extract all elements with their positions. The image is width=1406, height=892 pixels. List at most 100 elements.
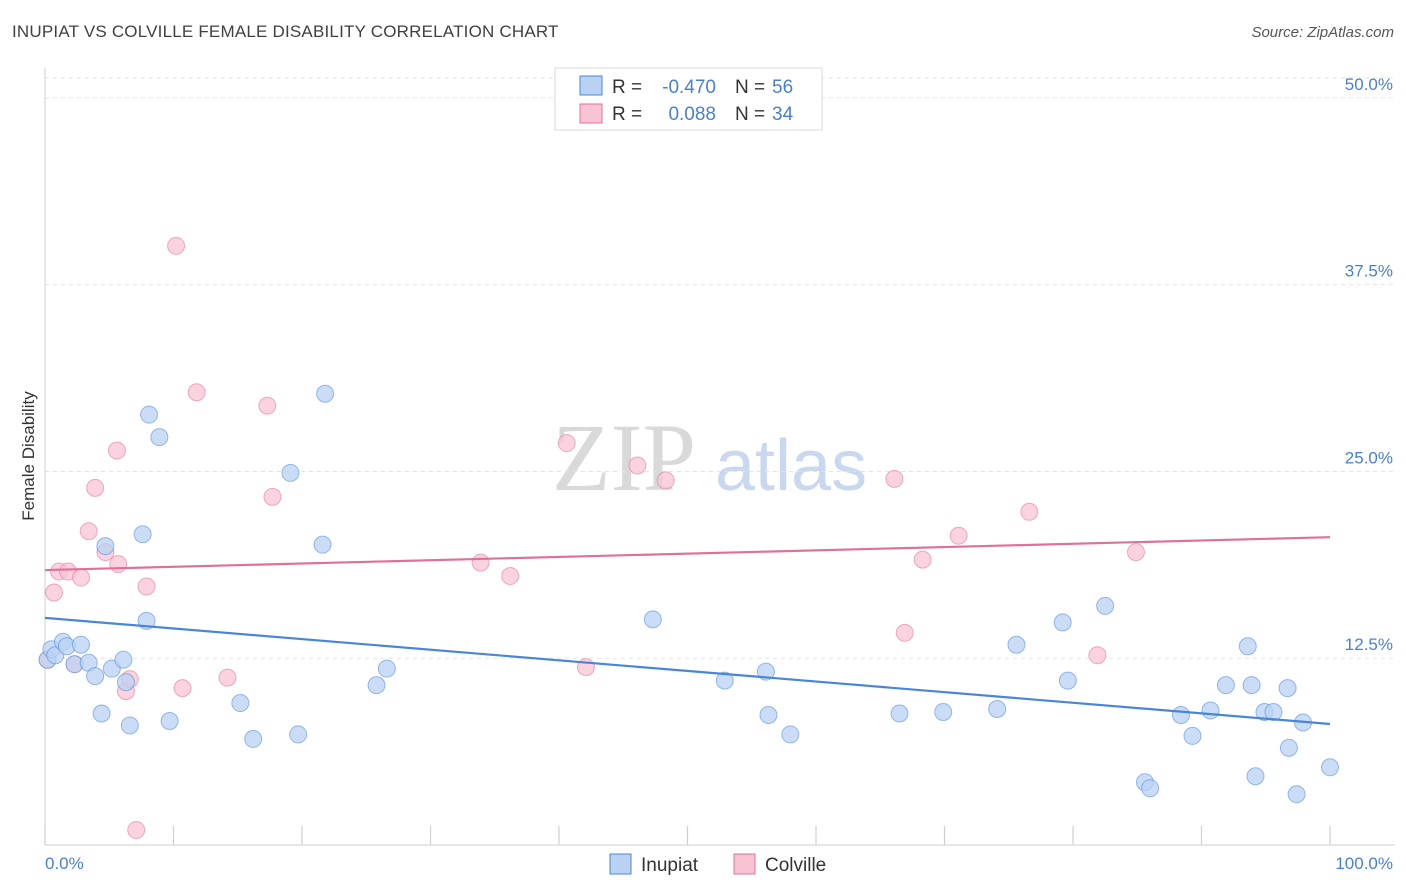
inupiat-point [313,535,332,554]
colville-point [656,471,675,490]
grid-lines [45,77,1395,659]
inupiat-point [1053,613,1072,632]
y-tick-label: 50.0% [1345,75,1393,94]
inupiat-point [1201,701,1220,720]
watermark-atlas: atlas [715,426,867,506]
colville-point [167,236,186,255]
inupiat-point [890,704,909,723]
inupiat-point [150,428,169,447]
y-axis-label: Female Disability [19,391,38,521]
colville-point [895,623,914,642]
inupiat-r-label: R = [612,77,642,98]
inupiat-point [1242,676,1261,695]
x-tick-label-min: 0.0% [45,854,84,873]
colville-point [109,555,128,574]
inupiat-point [1096,596,1115,615]
colville-point [1126,543,1145,562]
inupiat-trend-line [44,616,1331,726]
inupiat-point [1183,726,1202,745]
inupiat-point [96,537,115,556]
inupiat-point [281,463,300,482]
inupiat-point [1171,706,1190,725]
legend-inupiat-swatch [609,853,632,875]
inupiat-r-value: -0.470 [662,77,716,98]
source-credit: Source: ZipAtlas.com [1251,24,1394,41]
inupiat-point [1321,758,1339,777]
inupiat-point [1058,671,1077,690]
inupiat-point [92,704,111,723]
inupiat-point [377,659,396,678]
inupiat-point [934,703,953,722]
colville-point [471,553,490,572]
inupiat-point [231,694,250,713]
inupiat-point [1141,779,1160,798]
watermark-zip: ZIP [552,404,696,511]
inupiat-point [1264,703,1283,722]
inupiat-point [1279,738,1298,757]
inupiat-point [244,729,263,748]
series-legend: Inupiat Colville [609,853,826,876]
colville-points [38,236,1145,840]
inupiat-points [38,384,1339,804]
inupiat-point [1246,767,1265,786]
legend-colville-swatch [733,853,756,875]
colville-point [628,456,647,475]
inupiat-point [86,667,105,686]
inupiat-point [316,384,335,403]
colville-point [218,668,237,687]
inupiat-point [140,405,159,424]
colville-point [949,526,968,545]
colville-point [71,568,90,587]
x-ticks [44,826,1331,845]
inupiat-point [1238,637,1257,656]
colville-point [258,396,277,415]
inupiat-n-value: 56 [772,77,793,98]
colville-point [1088,646,1107,665]
inupiat-point [160,711,179,730]
legend-inupiat-label: Inupiat [641,855,699,876]
colville-point [107,441,126,460]
inupiat-point [116,673,135,692]
colville-point [86,478,105,497]
inupiat-point [367,676,386,695]
inupiat-point [781,725,800,744]
inupiat-point [1007,635,1026,654]
inupiat-swatch [579,75,603,96]
inupiat-point [133,525,152,544]
colville-point [263,487,282,506]
y-tick-label: 12.5% [1345,635,1393,654]
colville-point [187,383,206,402]
colville-trend-line [44,536,1331,572]
colville-point [501,567,520,586]
colville-r-label: R = [612,104,642,125]
inupiat-point [643,610,662,629]
colville-point [913,550,932,569]
inupiat-point [120,716,139,735]
y-tick-label: 37.5% [1345,262,1393,281]
inupiat-point [759,706,778,725]
trend-lines [44,536,1331,726]
colville-point [137,577,156,596]
inupiat-point [1216,676,1235,695]
inupiat-point [756,662,775,681]
inupiat-point [1278,679,1297,698]
inupiat-point [988,700,1007,719]
colville-point [557,434,576,453]
x-tick-label-max: 100.0% [1335,854,1393,873]
inupiat-point [289,725,308,744]
y-tick-labels: 12.5% 25.0% 37.5% 50.0% [1345,75,1393,654]
colville-swatch [579,103,603,124]
colville-point [173,679,192,698]
colville-point [44,583,63,602]
inupiat-point [71,635,90,654]
colville-point [1020,502,1039,521]
colville-n-value: 34 [772,104,794,125]
colville-point [127,821,146,840]
stats-legend: R = -0.470 N = 56 R = 0.088 N = 34 [554,67,823,131]
inupiat-n-label: N = [735,77,765,98]
y-tick-label: 25.0% [1345,448,1393,467]
chart-title: INUPIAT VS COLVILLE FEMALE DISABILITY CO… [12,22,559,41]
axes [44,68,1395,846]
inupiat-point [114,650,133,669]
